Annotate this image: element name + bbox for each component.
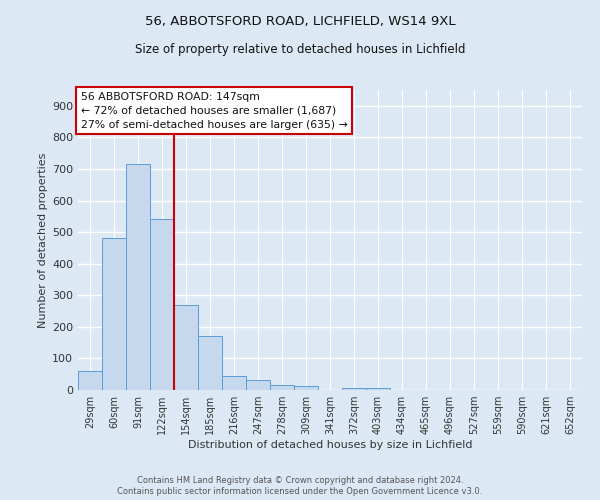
Y-axis label: Number of detached properties: Number of detached properties bbox=[38, 152, 48, 328]
Bar bbox=[366, 388, 390, 390]
Bar bbox=[198, 336, 222, 390]
Bar bbox=[222, 376, 246, 390]
Bar bbox=[78, 371, 102, 390]
Text: Contains HM Land Registry data © Crown copyright and database right 2024.: Contains HM Land Registry data © Crown c… bbox=[137, 476, 463, 485]
Bar bbox=[294, 386, 318, 390]
Text: Contains public sector information licensed under the Open Government Licence v3: Contains public sector information licen… bbox=[118, 487, 482, 496]
Bar bbox=[102, 238, 126, 390]
Bar bbox=[270, 384, 294, 390]
Bar bbox=[150, 220, 174, 390]
Bar bbox=[174, 304, 198, 390]
Bar bbox=[342, 388, 366, 390]
Text: Size of property relative to detached houses in Lichfield: Size of property relative to detached ho… bbox=[135, 42, 465, 56]
Bar bbox=[126, 164, 150, 390]
Text: 56, ABBOTSFORD ROAD, LICHFIELD, WS14 9XL: 56, ABBOTSFORD ROAD, LICHFIELD, WS14 9XL bbox=[145, 15, 455, 28]
Bar bbox=[246, 380, 270, 390]
Text: 56 ABBOTSFORD ROAD: 147sqm
← 72% of detached houses are smaller (1,687)
27% of s: 56 ABBOTSFORD ROAD: 147sqm ← 72% of deta… bbox=[80, 92, 347, 130]
X-axis label: Distribution of detached houses by size in Lichfield: Distribution of detached houses by size … bbox=[188, 440, 472, 450]
